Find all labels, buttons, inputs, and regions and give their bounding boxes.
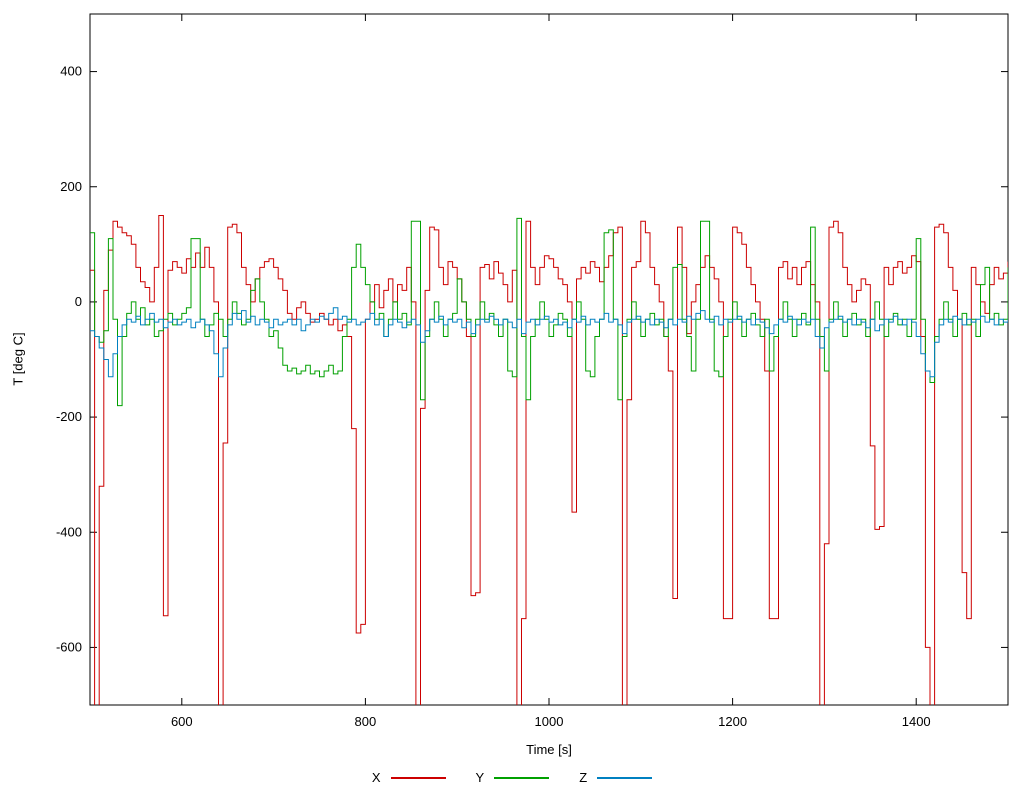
x-tick-label: 1000 — [535, 714, 564, 729]
y-tick-label: 400 — [60, 64, 82, 79]
y-tick-label: -600 — [56, 639, 82, 654]
x-tick-label: 1400 — [902, 714, 931, 729]
x-tick-label: 600 — [171, 714, 193, 729]
legend-label: Z — [579, 770, 588, 785]
y-axis-label: T [deg C] — [10, 332, 26, 386]
y-tick-label: -400 — [56, 524, 82, 539]
legend-label: X — [371, 770, 381, 785]
legend-label: Y — [475, 770, 485, 785]
legend: X Y Z — [0, 770, 1024, 785]
x-axis-label: Time [s] — [526, 742, 572, 757]
y-tick-label: 200 — [60, 179, 82, 194]
legend-item: X — [372, 770, 446, 785]
legend-line-swatch — [597, 776, 653, 779]
legend-line-swatch — [494, 776, 550, 779]
series-X — [90, 215, 1008, 705]
x-tick-label: 1200 — [718, 714, 747, 729]
series-Z — [90, 307, 1008, 378]
legend-line-swatch — [390, 776, 446, 779]
legend-item: Y — [476, 770, 550, 785]
y-tick-label: -200 — [56, 409, 82, 424]
y-tick-label: 0 — [75, 294, 82, 309]
legend-item: Z — [579, 770, 653, 785]
x-tick-label: 800 — [355, 714, 377, 729]
